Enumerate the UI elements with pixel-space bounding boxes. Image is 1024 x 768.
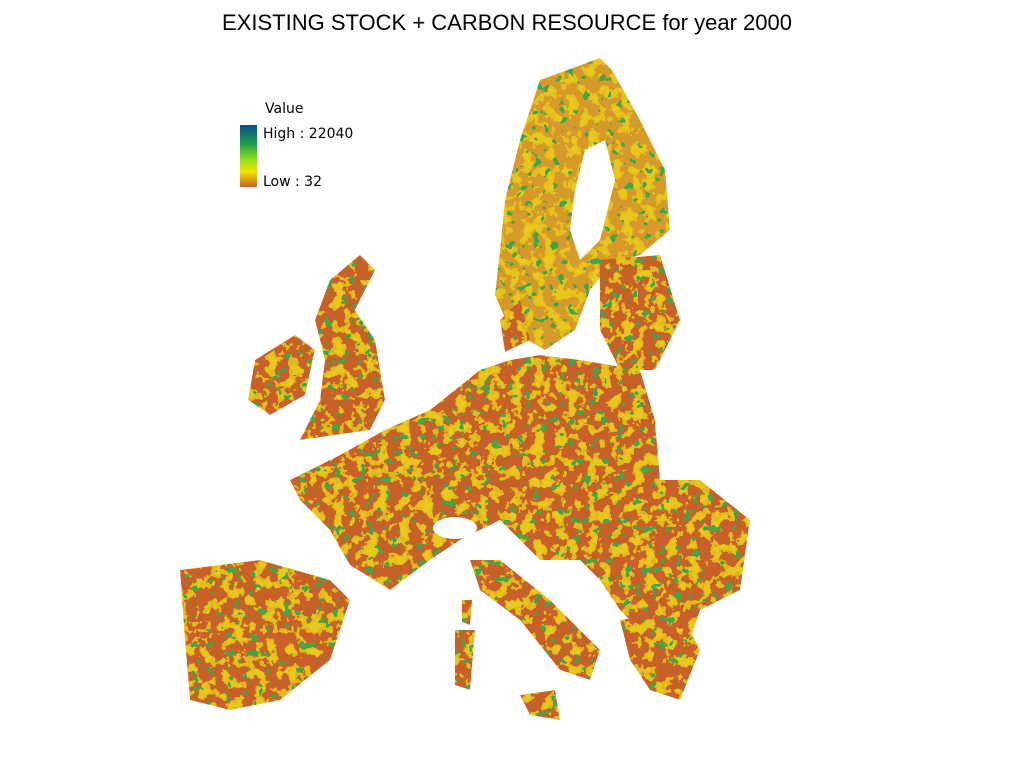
legend-ramp bbox=[240, 125, 257, 187]
map-title: EXISTING STOCK + CARBON RESOURCE for yea… bbox=[222, 10, 792, 35]
gulf-of-bothnia bbox=[570, 140, 615, 260]
land bbox=[180, 58, 750, 720]
legend: Value High : 22040 Low : 32 bbox=[240, 101, 353, 190]
legend-title: Value bbox=[265, 101, 303, 117]
legend-high: High : 22040 bbox=[263, 126, 353, 142]
legend-low: Low : 32 bbox=[263, 174, 322, 190]
switzerland-gap bbox=[433, 517, 477, 539]
